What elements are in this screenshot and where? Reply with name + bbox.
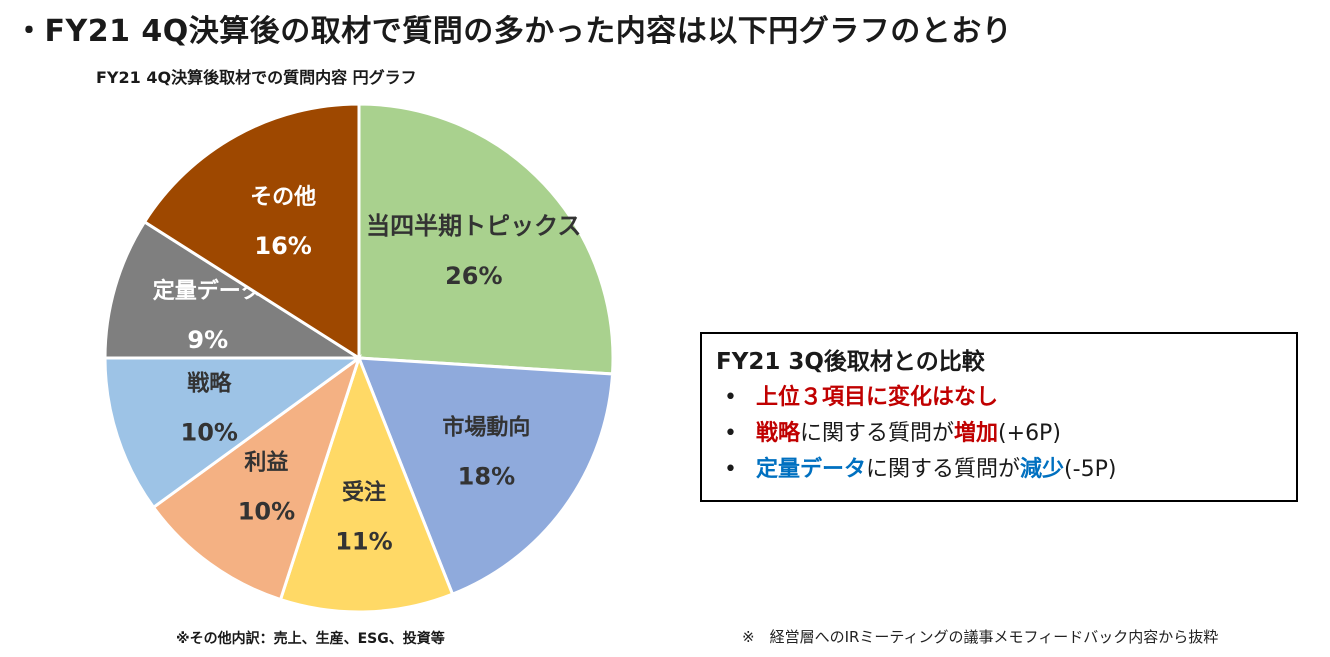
comparison-item: 上位３項目に変化はなし — [716, 380, 1282, 416]
pie-slice-topics — [357, 102, 615, 376]
slice-label-market: 市場動向 — [442, 415, 530, 441]
chart-title: FY21 4Q決算後取材での質問内容 円グラフ — [96, 68, 417, 87]
comparison-item-emph: 戦略 — [756, 421, 801, 446]
slice-label-other: その他 — [250, 185, 316, 210]
slice-value-strategy: 10% — [181, 419, 238, 447]
comparison-item-emph: 定量データ — [756, 457, 867, 482]
comparison-item-emph2: 減少 — [1020, 457, 1065, 482]
comparison-item: 戦略に関する質問が増加(+6P) — [716, 416, 1282, 452]
pie-slice-strategy — [103, 356, 364, 510]
pie-slice-other — [142, 102, 361, 361]
other-breakdown-note: ※その他内訳：売上、生産、ESG、投資等 — [176, 631, 445, 647]
slice-value-profit: 10% — [238, 497, 295, 525]
slice-value-other: 16% — [254, 232, 311, 260]
comparison-item-tail: (-5P) — [1064, 457, 1117, 482]
comparison-item-emph2: 増加 — [954, 421, 999, 446]
comparison-item-text: に関する質問が — [866, 457, 1021, 482]
slice-value-orders: 11% — [335, 527, 392, 555]
page-title: ・FY21 4Q決算後の取材で質問の多かった内容は以下円グラフのとおり — [14, 14, 1013, 49]
slice-label-orders: 受注 — [342, 479, 386, 505]
comparison-item: 定量データに関する質問が減少(-5P) — [716, 452, 1282, 488]
pie-slice-orders — [278, 353, 455, 614]
comparison-list: 上位３項目に変化はなし 戦略に関する質問が増加(+6P) 定量データに関する質問… — [716, 380, 1282, 488]
pie-slice-profit — [151, 354, 362, 602]
slice-value-topics: 26% — [445, 262, 502, 290]
comparison-item-text: に関する質問が — [800, 421, 955, 446]
source-note: ※ 経営層へのIRミーティングの議事メモフィードバック内容から抜粋 — [742, 628, 1219, 646]
slice-label-profit: 利益 — [244, 449, 288, 475]
pie-slice-quant-data — [103, 219, 365, 360]
comparison-item-emph: 上位３項目に変化はなし — [756, 385, 999, 410]
pie-chart: 当四半期トピックス26%市場動向18%受注11%利益10%戦略10%定量データ9… — [103, 102, 615, 614]
slice-value-quant-data: 9% — [187, 326, 228, 354]
slice-label-strategy: 戦略 — [187, 371, 232, 397]
slice-value-market: 18% — [458, 463, 515, 491]
comparison-box: FY21 3Q後取材との比較 上位３項目に変化はなし 戦略に関する質問が増加(+… — [700, 332, 1298, 502]
comparison-item-tail: (+6P) — [998, 421, 1061, 446]
pie-slice-market — [356, 356, 615, 597]
slice-label-topics: 当四半期トピックス — [366, 212, 581, 240]
comparison-title: FY21 3Q後取材との比較 — [716, 349, 985, 375]
